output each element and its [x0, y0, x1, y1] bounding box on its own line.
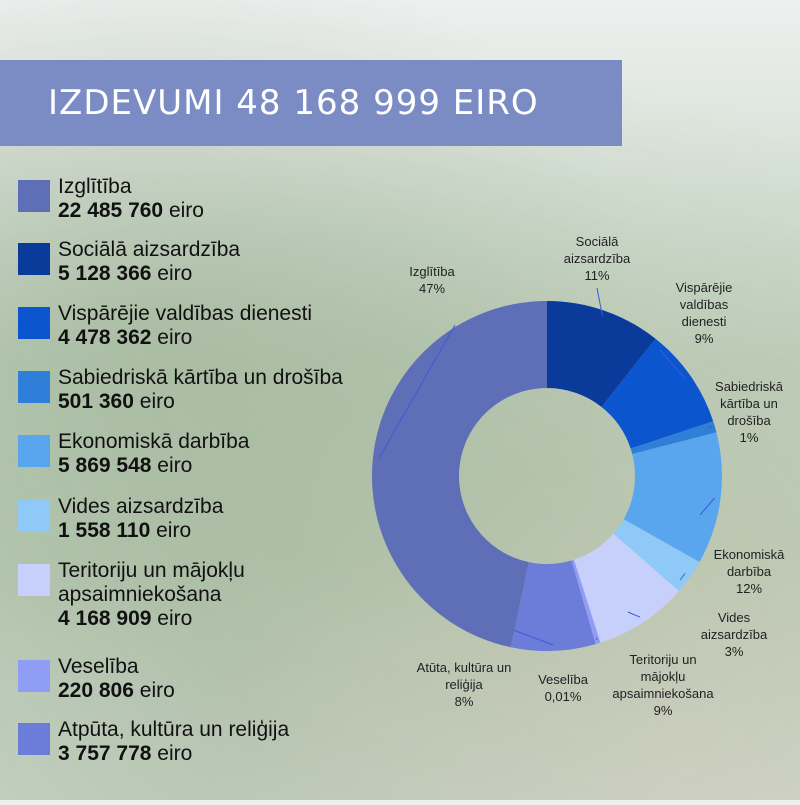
legend-unit: eiro [157, 326, 193, 349]
legend-swatch [18, 180, 50, 212]
page-title: IZDEVUMI 48 168 999 EIRO [48, 83, 539, 123]
legend-label: Izglītība [58, 175, 132, 198]
slice-label-7: Atūta, kultūra un reliģija 8% [417, 660, 512, 709]
legend-swatch [18, 500, 50, 532]
legend-amount: 22 485 760 [58, 199, 164, 222]
legend-swatch [18, 564, 50, 596]
donut-slice-6 [571, 559, 601, 645]
legend-amount: 4 478 362 [58, 326, 152, 349]
leader-line-1 [659, 349, 686, 380]
slice-label-6: Veselība 0,01% [538, 672, 589, 704]
leader-line-0 [596, 287, 603, 317]
legend-unit: eiro [157, 454, 193, 477]
slice-label-5: Teritoriju un mājokļu apsaimniekošana 9% [612, 652, 714, 718]
legend-swatch [18, 307, 50, 339]
slice-label-4: Vides aizsardzība 3% [701, 610, 768, 659]
donut-slice-8 [371, 301, 547, 648]
donut-slice-3 [623, 432, 722, 562]
legend-label: Sabiedriskā kārtība un drošība [58, 366, 343, 389]
legend-swatch [18, 660, 50, 692]
legend-unit: eiro [139, 679, 175, 702]
legend-amount: 220 806 [58, 679, 134, 702]
legend-amount: 4 168 909 [58, 607, 152, 630]
slice-label-2: Sabiedriskā kārtība un drošība 1% [715, 379, 784, 445]
leader-line-8 [378, 324, 456, 459]
legend-unit: eiro [156, 519, 192, 542]
legend-unit: eiro [168, 199, 204, 222]
donut-slice-2 [630, 421, 717, 455]
legend-amount: 1 558 110 [58, 519, 151, 542]
legend-label: Atpūta, kultūra un reliģija [58, 718, 290, 741]
legend-label: Ekonomiskā darbība [58, 430, 250, 453]
legend-unit: eiro [157, 742, 193, 765]
legend-label: Vispārējie valdības dienesti [58, 302, 313, 325]
legend-label: Sociālā aizsardzība [58, 238, 241, 261]
donut-slice-1 [601, 338, 714, 449]
legend-amount: 5 869 548 [58, 454, 152, 477]
legend-label: Veselība [58, 655, 139, 678]
donut-slice-5 [573, 533, 679, 643]
donut-slice-7 [510, 560, 596, 651]
leader-line-4 [679, 573, 686, 581]
slice-label-0: Sociālā aizsardzība 11% [564, 234, 631, 283]
leader-line-3 [699, 497, 715, 516]
legend-swatch [18, 723, 50, 755]
legend-swatch [18, 371, 50, 403]
legend-unit: eiro [157, 262, 193, 285]
title-banner: IZDEVUMI 48 168 999 EIRO [0, 60, 622, 146]
donut-slice-0 [547, 301, 656, 407]
legend-label: Vides aizsardzība [58, 495, 224, 518]
legend-swatch [18, 243, 50, 275]
leader-line-6 [595, 637, 598, 641]
leader-line-2 [708, 425, 713, 429]
legend-amount: 3 757 778 [58, 742, 152, 765]
legend-unit: eiro [157, 607, 193, 630]
slice-label-3: Ekonomiskā darbība 12% [714, 547, 786, 596]
legend-unit: eiro [139, 390, 175, 413]
legend-label: Teritoriju un mājokļu apsaimniekošana [58, 559, 245, 606]
slice-label-8: Izglītība 47% [409, 264, 455, 296]
leader-line-5 [627, 611, 641, 618]
donut-slice-4 [613, 519, 700, 591]
legend-swatch [18, 435, 50, 467]
leader-line-7 [512, 629, 554, 646]
legend-amount: 5 128 366 [58, 262, 152, 285]
slice-label-1: Vispārējie valdības dienesti 9% [676, 280, 733, 346]
legend-amount: 501 360 [58, 390, 134, 413]
